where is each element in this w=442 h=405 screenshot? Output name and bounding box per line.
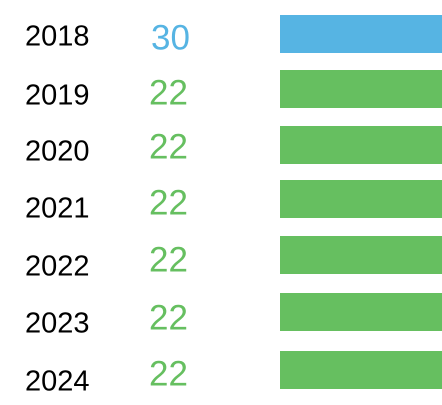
year-label: 2020 [25, 136, 90, 168]
year-label: 2023 [25, 308, 90, 340]
value-label: 22 [149, 354, 188, 393]
year-label: 2021 [25, 193, 90, 225]
value-label: 22 [149, 127, 188, 166]
row-bar [280, 126, 442, 164]
row-bar [280, 15, 442, 53]
row-bar [280, 180, 442, 218]
row-bar [280, 70, 442, 108]
row-bar [280, 293, 442, 331]
value-label: 30 [151, 18, 190, 57]
value-label: 22 [149, 183, 188, 222]
year-label: 2022 [25, 251, 90, 283]
year-label: 2024 [25, 366, 90, 398]
value-label: 22 [149, 240, 188, 279]
value-label: 22 [149, 73, 188, 112]
year-label: 2019 [25, 80, 90, 112]
year-label: 2018 [25, 21, 90, 53]
row-bar [280, 236, 442, 274]
value-label: 22 [149, 298, 188, 337]
row-bar [280, 351, 442, 389]
